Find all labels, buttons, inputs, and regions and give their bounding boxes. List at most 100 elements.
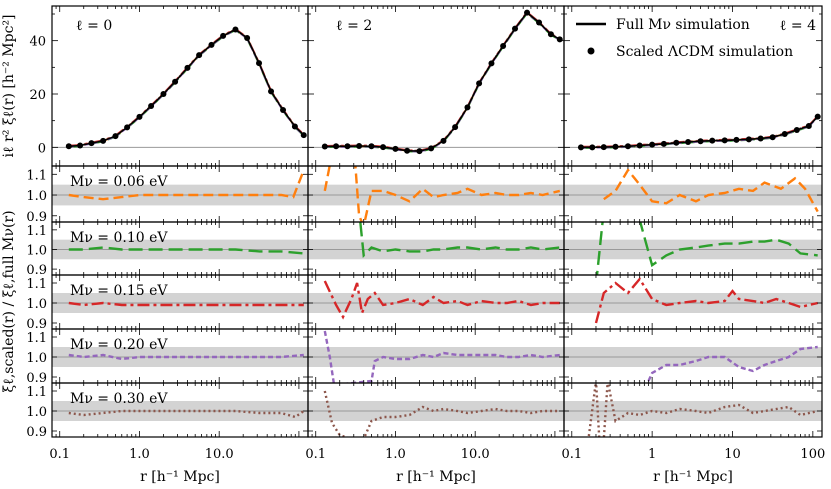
scaled-point <box>256 60 263 67</box>
x-tick-label: 10 <box>724 447 741 462</box>
panel-label: ℓ = 0 <box>76 18 112 34</box>
x-tick-label: 0.1 <box>49 447 70 462</box>
x-tick-label: 10.0 <box>205 447 234 462</box>
scaled-point <box>244 35 251 41</box>
x-tick-label: 1 <box>648 447 656 462</box>
scaled-point <box>745 136 752 143</box>
scaled-point <box>440 137 447 144</box>
scaled-point <box>65 143 72 150</box>
y-tick-label: 1.0 <box>26 351 47 366</box>
ratio-panel <box>564 345 822 382</box>
y-tick-label: 20 <box>29 88 46 103</box>
scaled-point <box>344 143 351 150</box>
scaled-point <box>721 137 728 144</box>
ratio-panel <box>52 347 308 367</box>
ratio-line <box>594 276 818 324</box>
legend-dot-swatch <box>587 47 595 55</box>
y-tick-label: 1.0 <box>26 405 47 420</box>
y-tick-label: 1.0 <box>26 297 47 312</box>
ratio-line <box>323 280 560 320</box>
scaled-point <box>512 25 519 32</box>
ratio-panel <box>564 168 822 213</box>
ratio-line <box>68 353 304 361</box>
ratio-line <box>587 383 818 437</box>
x-tick-label: 1.0 <box>129 447 150 462</box>
ratio-line <box>68 246 304 255</box>
y-tick-label: 0 <box>38 141 46 156</box>
scaled-point <box>709 137 716 144</box>
scaled-point <box>500 43 507 49</box>
scaled-point <box>476 80 483 87</box>
scaled-point <box>781 131 788 137</box>
scaled-point <box>77 142 84 149</box>
scaled-point <box>232 26 239 33</box>
scaled-point <box>124 124 131 131</box>
scaled-point <box>649 141 656 148</box>
y-tick-label: 1.1 <box>26 385 47 400</box>
scaled-point <box>685 139 692 145</box>
y-tick-label: 1.1 <box>26 224 47 239</box>
ratio-line <box>603 168 819 213</box>
x-tick-label: 0.1 <box>305 447 326 462</box>
y-tick-label: 0.9 <box>26 425 47 440</box>
scaled-point <box>100 137 107 144</box>
scaled-point <box>220 32 227 39</box>
scaled-point <box>488 60 495 67</box>
scaled-point <box>814 113 821 120</box>
ratio-panel <box>564 383 822 437</box>
ratio-panel <box>564 276 822 324</box>
scaled-point <box>757 135 764 142</box>
scaled-point <box>88 140 95 147</box>
scaled-point <box>196 52 203 59</box>
x-tick-label: 0.1 <box>561 447 582 462</box>
scaled-point <box>524 9 531 16</box>
ratio-panel <box>308 280 564 320</box>
x-tick-label: 1.0 <box>385 447 406 462</box>
x-tick-label: 100 <box>800 447 825 462</box>
scaled-point <box>356 143 363 149</box>
scaled-point <box>577 144 584 151</box>
scaled-point <box>452 124 459 131</box>
y-axis-label-top: iℓ r² ξℓ(r) [h⁻² Mpc²] <box>1 14 17 157</box>
y-tick-label: 1.1 <box>26 277 47 292</box>
ratio-panel <box>308 390 564 437</box>
ratio-panel <box>52 401 308 421</box>
scaled-point <box>148 103 155 109</box>
y-tick-label: 1.0 <box>26 189 47 204</box>
ratio-panel <box>308 330 564 383</box>
scaled-line <box>324 11 561 153</box>
x-axis-label: r [h⁻¹ Mpc] <box>653 469 733 485</box>
scaled-point <box>333 143 340 150</box>
scaled-point <box>805 123 812 129</box>
scaled-point <box>600 144 607 151</box>
series-label: Mν = 0.20 eV <box>70 337 168 353</box>
multipole-panel-1 <box>308 9 564 155</box>
scaled-point <box>636 142 643 149</box>
ratio-line <box>68 169 305 201</box>
y-tick-label: 0.9 <box>26 263 47 278</box>
ratio-line <box>359 222 560 259</box>
scaled-point <box>673 139 680 146</box>
multipole-panel-0 <box>52 26 308 150</box>
series-label: Mν = 0.15 eV <box>70 283 168 299</box>
scaled-point <box>733 136 740 143</box>
scaled-point <box>321 143 328 150</box>
ratio-line <box>323 166 561 222</box>
scaled-point <box>536 19 543 26</box>
scaled-point <box>392 145 399 152</box>
ratio-panel <box>52 293 308 313</box>
x-axis-label: r [h⁻¹ Mpc] <box>140 469 220 485</box>
scaled-line <box>68 28 305 148</box>
y-tick-label: 1.0 <box>26 243 47 258</box>
scaled-point <box>136 113 143 120</box>
scaled-point <box>300 132 307 139</box>
scaled-point <box>428 145 435 152</box>
panel-label: ℓ = 4 <box>780 18 816 34</box>
x-axis-label: r [h⁻¹ Mpc] <box>396 469 476 485</box>
scaled-line <box>68 28 305 148</box>
ratio-panel <box>308 166 564 222</box>
y-tick-label: 0.9 <box>26 371 47 386</box>
ratio-panel <box>52 169 308 206</box>
scaled-point <box>268 88 275 95</box>
